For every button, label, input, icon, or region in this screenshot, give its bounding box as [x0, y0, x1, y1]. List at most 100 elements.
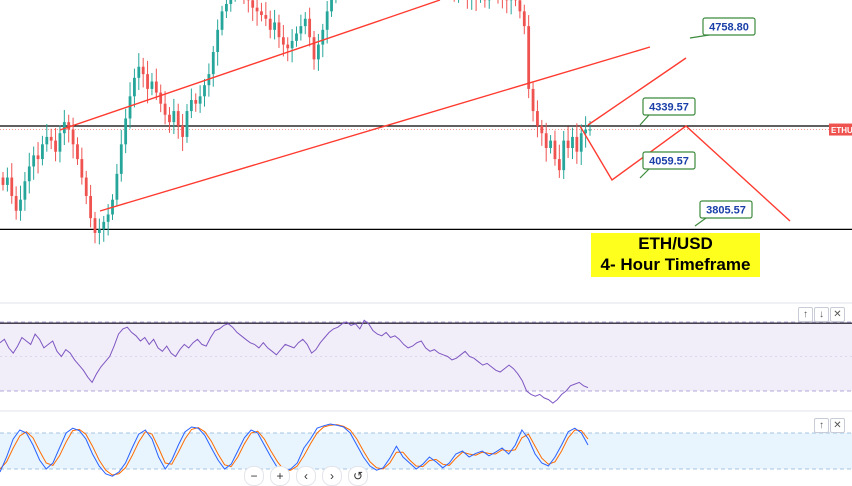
candle-body [221, 11, 224, 29]
candle-body [321, 30, 324, 45]
reset-chart-button[interactable]: ↺ [348, 466, 368, 486]
candle-body [24, 181, 27, 199]
stochastic-pane [0, 424, 852, 476]
candle-body [28, 166, 31, 181]
candle-body [589, 130, 592, 131]
level-callout-pointer [640, 115, 649, 125]
candle-body [313, 37, 316, 59]
level-callout-pointer [695, 218, 706, 226]
candle-body [269, 19, 272, 30]
candle-body [142, 67, 145, 74]
candle-body [326, 11, 329, 29]
scroll-left-button[interactable]: ‹ [296, 466, 316, 486]
chart-title-box: ETH/USD 4- Hour Timeframe [591, 233, 760, 277]
candle-body [264, 15, 267, 19]
candle-body [523, 11, 526, 26]
candle-body [527, 26, 530, 89]
candle-body [159, 93, 162, 104]
candle-body [54, 141, 57, 152]
candle-body [94, 218, 97, 233]
candle-body [278, 22, 281, 37]
projection-path [580, 126, 790, 221]
candle-body [212, 52, 215, 74]
candle-body [59, 133, 62, 151]
candle-body [216, 30, 219, 52]
chart-title: ETH/USD [591, 233, 760, 254]
candle-body [225, 4, 228, 11]
candle-body [155, 82, 158, 93]
candle-body [137, 67, 140, 78]
candle-body [540, 126, 543, 133]
candle-body [2, 178, 5, 185]
chart-subtitle: 4- Hour Timeframe [591, 254, 760, 275]
candle-body [304, 19, 307, 26]
candle-body [549, 141, 552, 148]
candle-body [177, 111, 180, 126]
candle-body [299, 26, 302, 33]
zoom-out-button[interactable]: − [244, 466, 264, 486]
stoch-move-up-button[interactable]: ↑ [814, 418, 829, 433]
candle-body [286, 45, 289, 49]
level-callout-pointer [640, 169, 649, 178]
level-label: 4758.80 [709, 22, 749, 34]
candle-body [107, 214, 110, 221]
candle-body [256, 8, 259, 12]
candle-body [229, 0, 232, 4]
candle-body [580, 133, 583, 151]
zoom-in-button[interactable]: + [270, 466, 290, 486]
candle-body [260, 11, 263, 15]
candle-body [172, 111, 175, 122]
candle-body [72, 130, 75, 145]
candle-body [295, 34, 298, 41]
candle-body [194, 100, 197, 104]
candle-body [6, 178, 9, 185]
candle-body [186, 111, 189, 137]
rsi-pane [0, 320, 852, 403]
rsi-move-down-button[interactable]: ↓ [814, 307, 829, 322]
candle-body [89, 196, 92, 218]
symbol-tag-label: ETHU [831, 126, 852, 135]
candle-body [19, 200, 22, 211]
candle-body [129, 96, 132, 118]
candle-body [519, 0, 522, 11]
candle-body [575, 137, 578, 152]
rsi-move-up-button[interactable]: ↑ [798, 307, 813, 322]
candle-body [190, 100, 193, 111]
candle-body [10, 178, 13, 196]
candle-body [98, 229, 101, 233]
scroll-right-button[interactable]: › [322, 466, 342, 486]
candle-body [85, 178, 88, 196]
candle-body [102, 222, 105, 229]
candle-body [554, 141, 557, 159]
level-label: 3805.57 [706, 205, 746, 217]
candle-body [168, 115, 171, 122]
candle-body [50, 137, 53, 141]
upper-channel-line [60, 0, 440, 130]
candle-body [536, 111, 539, 126]
candle-body [80, 159, 83, 177]
candle-body [164, 104, 167, 115]
candle-body [45, 137, 48, 144]
candle-body [15, 196, 18, 211]
candle-body [37, 155, 40, 159]
rsi-close-button[interactable]: ✕ [830, 307, 845, 322]
candle-body [545, 133, 548, 148]
candle-body [67, 122, 70, 129]
candle-body [181, 126, 184, 137]
level-label: 4059.57 [649, 156, 689, 168]
candle-body [41, 144, 44, 159]
chart-navigation: − + ‹ › ↺ [244, 466, 368, 486]
candle-body [120, 144, 123, 174]
candle-body [532, 89, 535, 111]
candle-body [273, 22, 276, 29]
candle-body [567, 141, 570, 148]
candle-body [558, 159, 561, 170]
candle-body [76, 144, 79, 159]
candle-body [124, 118, 127, 144]
stoch-close-button[interactable]: ✕ [830, 418, 845, 433]
candle-body [330, 0, 333, 11]
candle-body [133, 78, 136, 96]
candle-body [291, 41, 294, 48]
candle-body [203, 85, 206, 96]
candle-body [282, 37, 285, 44]
